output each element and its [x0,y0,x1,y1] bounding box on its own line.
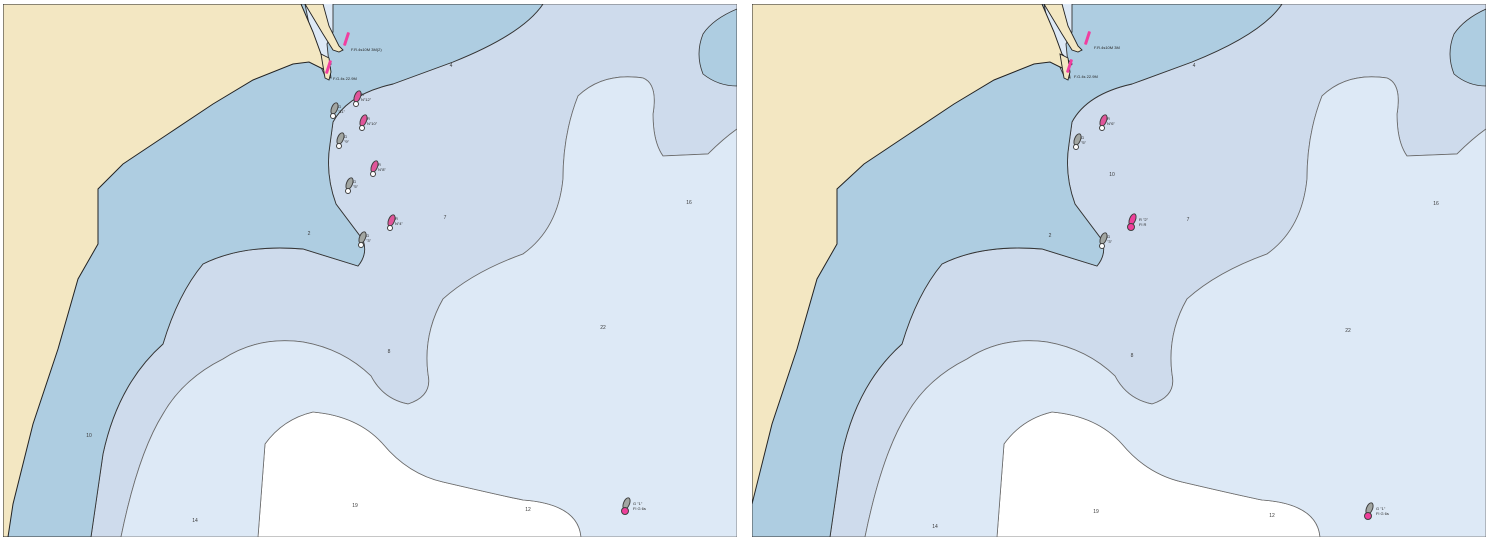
buoy-label: R N"12" [361,92,372,102]
buoy-label: R "2" Fl R [1139,217,1149,227]
buoy-label: G "3" [366,233,372,243]
buoy-label: G "1" Fl G 6s [633,501,646,511]
shallow-shoal-ne [1449,8,1486,87]
shallow-shoal-ne [698,8,737,87]
buoy-ring-icon [387,225,393,231]
buoy-label: G "11" [338,104,345,114]
channel-buoy[interactable]: R N"8" [368,159,386,178]
channel-buoy[interactable]: G "11" [328,101,345,120]
lighted-buoy[interactable]: G "1" Fl G 6s [620,496,646,515]
buoy-label: G "3" [1107,234,1113,244]
land-mass [752,4,1073,505]
buoy-ring-icon [1099,243,1105,249]
channel-buoy[interactable]: G "9" [334,131,349,150]
buoy-label: G "5" [1081,135,1087,145]
channel-buoy[interactable]: R N"10" [357,113,377,132]
light-flare-icon [1127,223,1135,231]
buoy-ring-icon [1099,125,1105,131]
buoy-ring-icon [359,125,365,131]
buoy-ring-icon [336,143,342,149]
buoy-ring-icon [1073,144,1079,150]
breakwater-north [304,4,344,53]
buoy-ring-icon [370,171,376,177]
chart-panel-right[interactable]: F.R.4s10M 3M F.G.4s 22.9M 4 2 7 8 10 14 … [752,4,1486,537]
buoy-label: R N"8" [378,162,386,172]
nautical-chart-base [3,4,737,537]
buoy-label: R N"6" [1107,116,1115,126]
buoy-label: R N"10" [367,116,378,126]
buoy-ring-icon [353,101,359,107]
chart-panel-left[interactable]: F.R.4s10M 3M(2) F.G.4s 22.9M 4 2 7 8 10 … [3,4,737,537]
channel-buoy[interactable]: G "3" [356,230,371,249]
channel-buoy[interactable]: G "5" [1071,132,1086,151]
lighted-buoy[interactable]: G "1" Fl G 6s [1363,501,1389,520]
buoy-label: R N"4" [395,216,403,226]
channel-buoy[interactable]: R N"12" [351,89,371,108]
channel-buoy[interactable]: R N"6" [1097,113,1115,132]
deep-water-channel [120,76,737,537]
channel-buoy[interactable]: G "5" [343,176,358,195]
deep-water-channel [864,76,1486,537]
light-flare-icon [621,507,629,515]
nautical-chart-base [752,4,1486,537]
buoy-label: G "5" [353,179,359,189]
buoy-ring-icon [330,113,336,119]
buoy-label: G "9" [344,134,350,144]
buoy-ring-icon [345,188,351,194]
channel-buoy[interactable]: G "3" [1097,231,1112,250]
buoy-ring-icon [358,242,364,248]
lighted-buoy[interactable]: R "2" Fl R [1126,212,1148,231]
breakwater-north [1043,4,1083,53]
light-flare-icon [1364,512,1372,520]
channel-buoy[interactable]: R N"4" [385,213,403,232]
buoy-label: G "1" Fl G 6s [1376,506,1389,516]
